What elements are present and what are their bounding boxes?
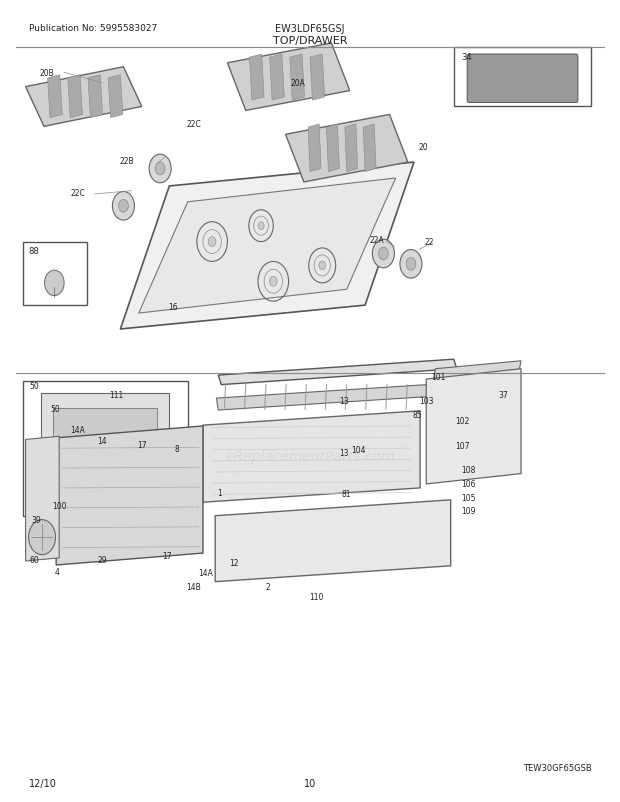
Circle shape: [149, 155, 171, 184]
Text: 81: 81: [342, 489, 352, 498]
Polygon shape: [327, 125, 339, 172]
Text: 106: 106: [462, 480, 476, 489]
Circle shape: [208, 237, 216, 247]
Polygon shape: [345, 125, 358, 172]
Circle shape: [319, 261, 326, 270]
Polygon shape: [88, 75, 103, 119]
Text: 20: 20: [419, 143, 428, 152]
Circle shape: [400, 250, 422, 279]
Text: 22A: 22A: [370, 236, 384, 245]
Circle shape: [118, 200, 128, 213]
Text: Publication No: 5995583027: Publication No: 5995583027: [29, 24, 157, 33]
Polygon shape: [308, 125, 321, 172]
Text: TOP/DRAWER: TOP/DRAWER: [273, 36, 347, 46]
Text: 22C: 22C: [187, 120, 202, 129]
Text: 103: 103: [419, 396, 433, 406]
Text: 111: 111: [109, 391, 123, 400]
Text: eReplacementParts.com: eReplacementParts.com: [225, 450, 395, 464]
Text: 102: 102: [456, 416, 470, 425]
Polygon shape: [218, 360, 457, 385]
Polygon shape: [41, 393, 169, 508]
Polygon shape: [286, 115, 408, 183]
Circle shape: [155, 163, 165, 176]
Text: 16: 16: [168, 303, 178, 312]
Polygon shape: [53, 409, 157, 488]
Polygon shape: [68, 75, 82, 119]
Circle shape: [270, 277, 277, 287]
Polygon shape: [25, 67, 142, 128]
Polygon shape: [249, 55, 264, 101]
Polygon shape: [363, 125, 376, 172]
FancyBboxPatch shape: [22, 242, 87, 306]
Circle shape: [112, 192, 135, 221]
Circle shape: [406, 258, 416, 271]
Text: 107: 107: [456, 442, 470, 451]
Text: 12: 12: [229, 558, 239, 567]
Polygon shape: [108, 75, 123, 119]
Text: 105: 105: [462, 493, 476, 502]
Polygon shape: [228, 44, 350, 111]
Polygon shape: [290, 55, 304, 101]
Polygon shape: [203, 411, 420, 503]
Text: 88: 88: [29, 247, 40, 256]
Text: 101: 101: [431, 373, 446, 382]
Text: 14: 14: [97, 436, 107, 445]
Polygon shape: [270, 55, 285, 101]
Polygon shape: [56, 427, 203, 565]
Text: 13: 13: [339, 396, 349, 406]
Text: 110: 110: [309, 593, 323, 602]
Text: 20A: 20A: [290, 79, 305, 88]
Circle shape: [45, 271, 64, 296]
Circle shape: [29, 520, 56, 555]
Polygon shape: [310, 55, 325, 101]
Text: 39: 39: [31, 516, 41, 525]
Text: 22B: 22B: [119, 157, 134, 166]
Polygon shape: [139, 179, 396, 314]
Polygon shape: [120, 163, 414, 330]
FancyBboxPatch shape: [22, 381, 188, 516]
FancyBboxPatch shape: [467, 55, 578, 103]
Text: TEW30GF65GSB: TEW30GF65GSB: [523, 764, 591, 772]
Text: 37: 37: [498, 390, 508, 399]
Text: 14A: 14A: [70, 425, 85, 434]
Text: 14A: 14A: [198, 569, 213, 577]
Polygon shape: [432, 362, 521, 385]
Text: 50: 50: [30, 381, 40, 391]
Text: 10: 10: [304, 778, 316, 788]
Text: 60: 60: [30, 555, 40, 565]
Text: EW3LDF65GSJ: EW3LDF65GSJ: [275, 24, 345, 34]
Polygon shape: [48, 75, 62, 119]
Polygon shape: [216, 385, 429, 411]
Circle shape: [378, 248, 388, 261]
Text: 22C: 22C: [70, 188, 85, 197]
Text: 1: 1: [217, 488, 222, 497]
Text: 20B: 20B: [40, 69, 55, 78]
Text: 100: 100: [52, 501, 66, 510]
Text: 85: 85: [413, 411, 422, 419]
Polygon shape: [426, 369, 521, 484]
Circle shape: [373, 240, 394, 269]
Text: 17: 17: [162, 551, 172, 561]
Text: 29: 29: [97, 555, 107, 565]
Text: 22: 22: [425, 237, 435, 247]
Text: 13: 13: [339, 448, 349, 457]
Text: 2: 2: [266, 582, 271, 591]
Text: 34: 34: [462, 54, 472, 63]
Text: 109: 109: [462, 507, 476, 516]
Circle shape: [258, 222, 264, 230]
Text: 8: 8: [174, 444, 179, 453]
Text: 50: 50: [50, 404, 60, 413]
FancyBboxPatch shape: [454, 48, 591, 107]
Text: 12/10: 12/10: [29, 778, 56, 788]
Text: 104: 104: [352, 446, 366, 455]
Text: 4: 4: [55, 567, 59, 576]
Polygon shape: [215, 500, 451, 582]
Text: 17: 17: [138, 440, 147, 449]
Polygon shape: [25, 437, 60, 561]
Text: 108: 108: [462, 465, 476, 475]
Text: 14B: 14B: [187, 582, 202, 591]
